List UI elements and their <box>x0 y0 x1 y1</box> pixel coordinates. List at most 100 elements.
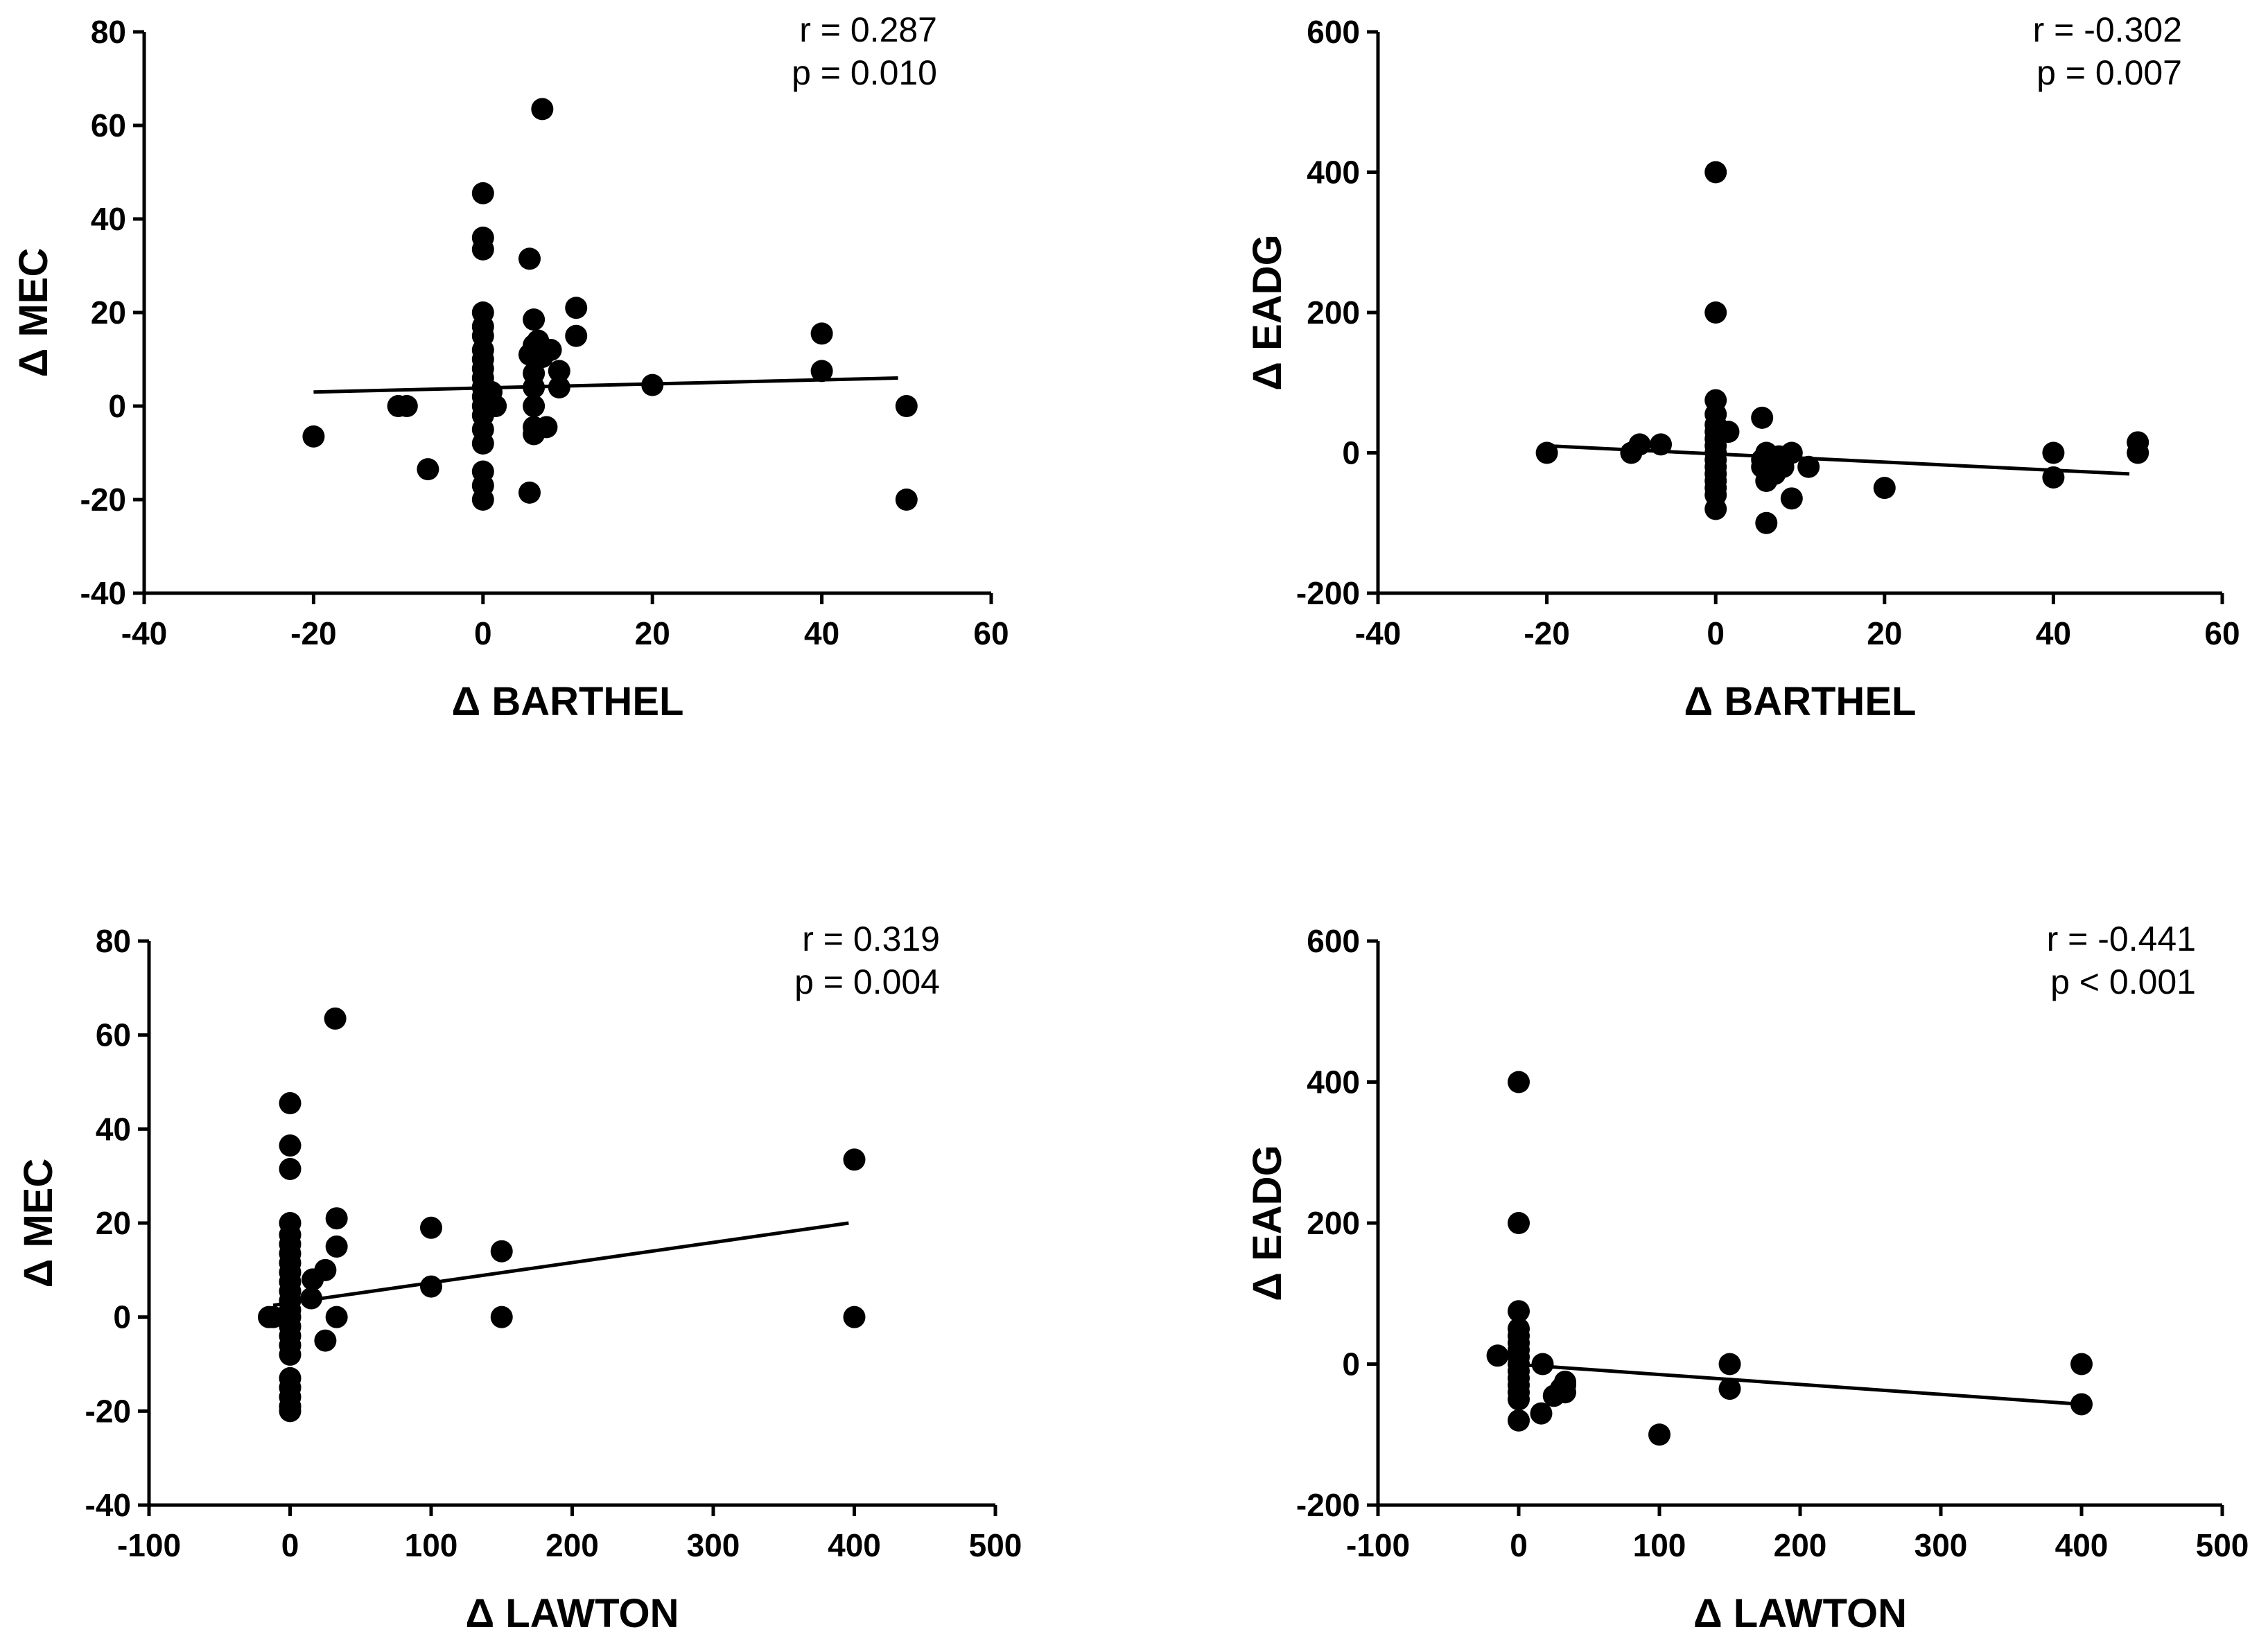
data-point <box>471 432 494 455</box>
y-tick-label: 20 <box>91 295 126 331</box>
data-point <box>395 395 418 417</box>
data-point <box>1780 441 1803 464</box>
x-tick-label: -100 <box>1346 1527 1410 1563</box>
data-point <box>531 98 554 121</box>
y-tick-label: 600 <box>1307 14 1360 50</box>
data-point <box>539 339 562 361</box>
data-point <box>523 395 546 417</box>
data-point <box>490 1306 513 1328</box>
r-value-label: r = 0.287 <box>799 10 937 49</box>
x-tick-label: 500 <box>2196 1527 2249 1563</box>
data-point <box>302 425 325 448</box>
data-point <box>1650 433 1673 456</box>
r-value-label: r = -0.441 <box>2047 920 2196 958</box>
data-point <box>325 1235 348 1258</box>
data-point <box>417 458 439 481</box>
data-point <box>1704 498 1727 520</box>
data-point <box>1508 1300 1530 1323</box>
y-tick-label: 200 <box>1307 1205 1360 1241</box>
data-point <box>471 238 494 261</box>
data-point <box>2042 441 2065 464</box>
data-point <box>1755 511 1778 534</box>
x-axis-title: Δ LAWTON <box>1693 1591 1907 1636</box>
data-point <box>523 376 546 398</box>
x-tick-label: 0 <box>1707 615 1725 651</box>
x-tick-label: 200 <box>1774 1527 1827 1563</box>
data-point <box>1873 477 1896 500</box>
x-tick-label: 200 <box>546 1527 599 1563</box>
y-axis-title: Δ EADG <box>1245 1145 1290 1301</box>
data-point <box>518 481 541 504</box>
data-point <box>1530 1402 1553 1425</box>
data-point <box>895 489 918 511</box>
data-point <box>1508 1212 1530 1234</box>
y-tick-label: 600 <box>1307 923 1360 959</box>
x-tick-label: 500 <box>969 1527 1022 1563</box>
x-tick-label: -100 <box>117 1527 181 1563</box>
data-point <box>324 1007 347 1030</box>
data-point <box>810 360 833 383</box>
data-point <box>1553 1381 1576 1404</box>
data-point <box>565 324 588 347</box>
scatter-panel-1: -40 -20 0 20 40 60 80 -40 -20 0 20 40 60 Δ BARTHEL Δ M… <box>11 10 1009 724</box>
x-tick-label: -40 <box>1355 615 1401 651</box>
y-tick-label: 60 <box>96 1017 131 1053</box>
data-point <box>1508 1071 1530 1093</box>
data-point <box>314 1258 337 1281</box>
data-point <box>1718 1378 1741 1400</box>
data-point <box>485 395 507 417</box>
x-axis-title: Δ BARTHEL <box>1684 679 1917 724</box>
y-tick-label: -200 <box>1296 575 1360 611</box>
y-tick-label: 80 <box>91 14 126 50</box>
y-tick-label: 40 <box>91 201 126 237</box>
y-tick-label: 400 <box>1307 1064 1360 1100</box>
data-point <box>262 1306 285 1328</box>
p-value-label: p = 0.004 <box>794 963 940 1001</box>
data-point <box>843 1148 866 1171</box>
x-tick-label: 300 <box>1914 1527 1968 1563</box>
y-axis-title: Δ EADG <box>1245 234 1290 390</box>
data-point <box>1628 433 1651 456</box>
p-value-label: p = 0.007 <box>2036 53 2182 92</box>
x-tick-label: 0 <box>281 1527 299 1563</box>
x-tick-label: 40 <box>804 615 839 651</box>
data-point <box>518 247 541 270</box>
data-point <box>420 1275 442 1298</box>
x-tick-label: 60 <box>973 615 1009 651</box>
data-point <box>471 182 494 204</box>
data-point <box>895 395 918 417</box>
r-value-label: r = -0.302 <box>2033 10 2182 49</box>
x-tick-label: 100 <box>405 1527 458 1563</box>
y-tick-label: -20 <box>85 1393 131 1429</box>
y-axis-title: Δ MEC <box>11 248 56 378</box>
data-point <box>523 308 546 331</box>
data-point <box>1704 301 1727 324</box>
data-point <box>2127 441 2149 464</box>
x-axis-title: Δ BARTHEL <box>452 679 684 724</box>
data-point <box>1717 421 1740 443</box>
x-axis-title: Δ LAWTON <box>465 1591 679 1636</box>
data-point <box>565 297 588 319</box>
x-tick-label: 300 <box>687 1527 740 1563</box>
data-point <box>1486 1344 1509 1367</box>
data-point <box>1508 1409 1530 1432</box>
y-tick-label: 400 <box>1307 155 1360 191</box>
y-axis-title: Δ MEC <box>16 1159 61 1288</box>
data-point <box>1535 441 1558 464</box>
y-tick-label: 80 <box>96 923 131 959</box>
data-point <box>535 416 558 439</box>
y-tick-label: 0 <box>113 1299 131 1335</box>
data-point <box>279 1134 302 1157</box>
p-value-label: p < 0.001 <box>2050 963 2196 1001</box>
x-tick-label: -20 <box>1524 615 1569 651</box>
data-point <box>2070 1353 2093 1376</box>
regression-line <box>272 1221 849 1308</box>
data-point <box>1780 487 1803 510</box>
data-point <box>420 1216 442 1239</box>
y-tick-label: 0 <box>108 388 126 424</box>
data-point <box>279 1157 302 1180</box>
y-tick-label: 200 <box>1307 295 1360 331</box>
scatter-panel-3: -40 -20 0 20 40 60 80 -100 0 100 200 300 400 500 Δ LAW… <box>16 920 1022 1636</box>
data-point <box>279 1343 302 1366</box>
p-value-label: p = 0.010 <box>792 53 937 92</box>
